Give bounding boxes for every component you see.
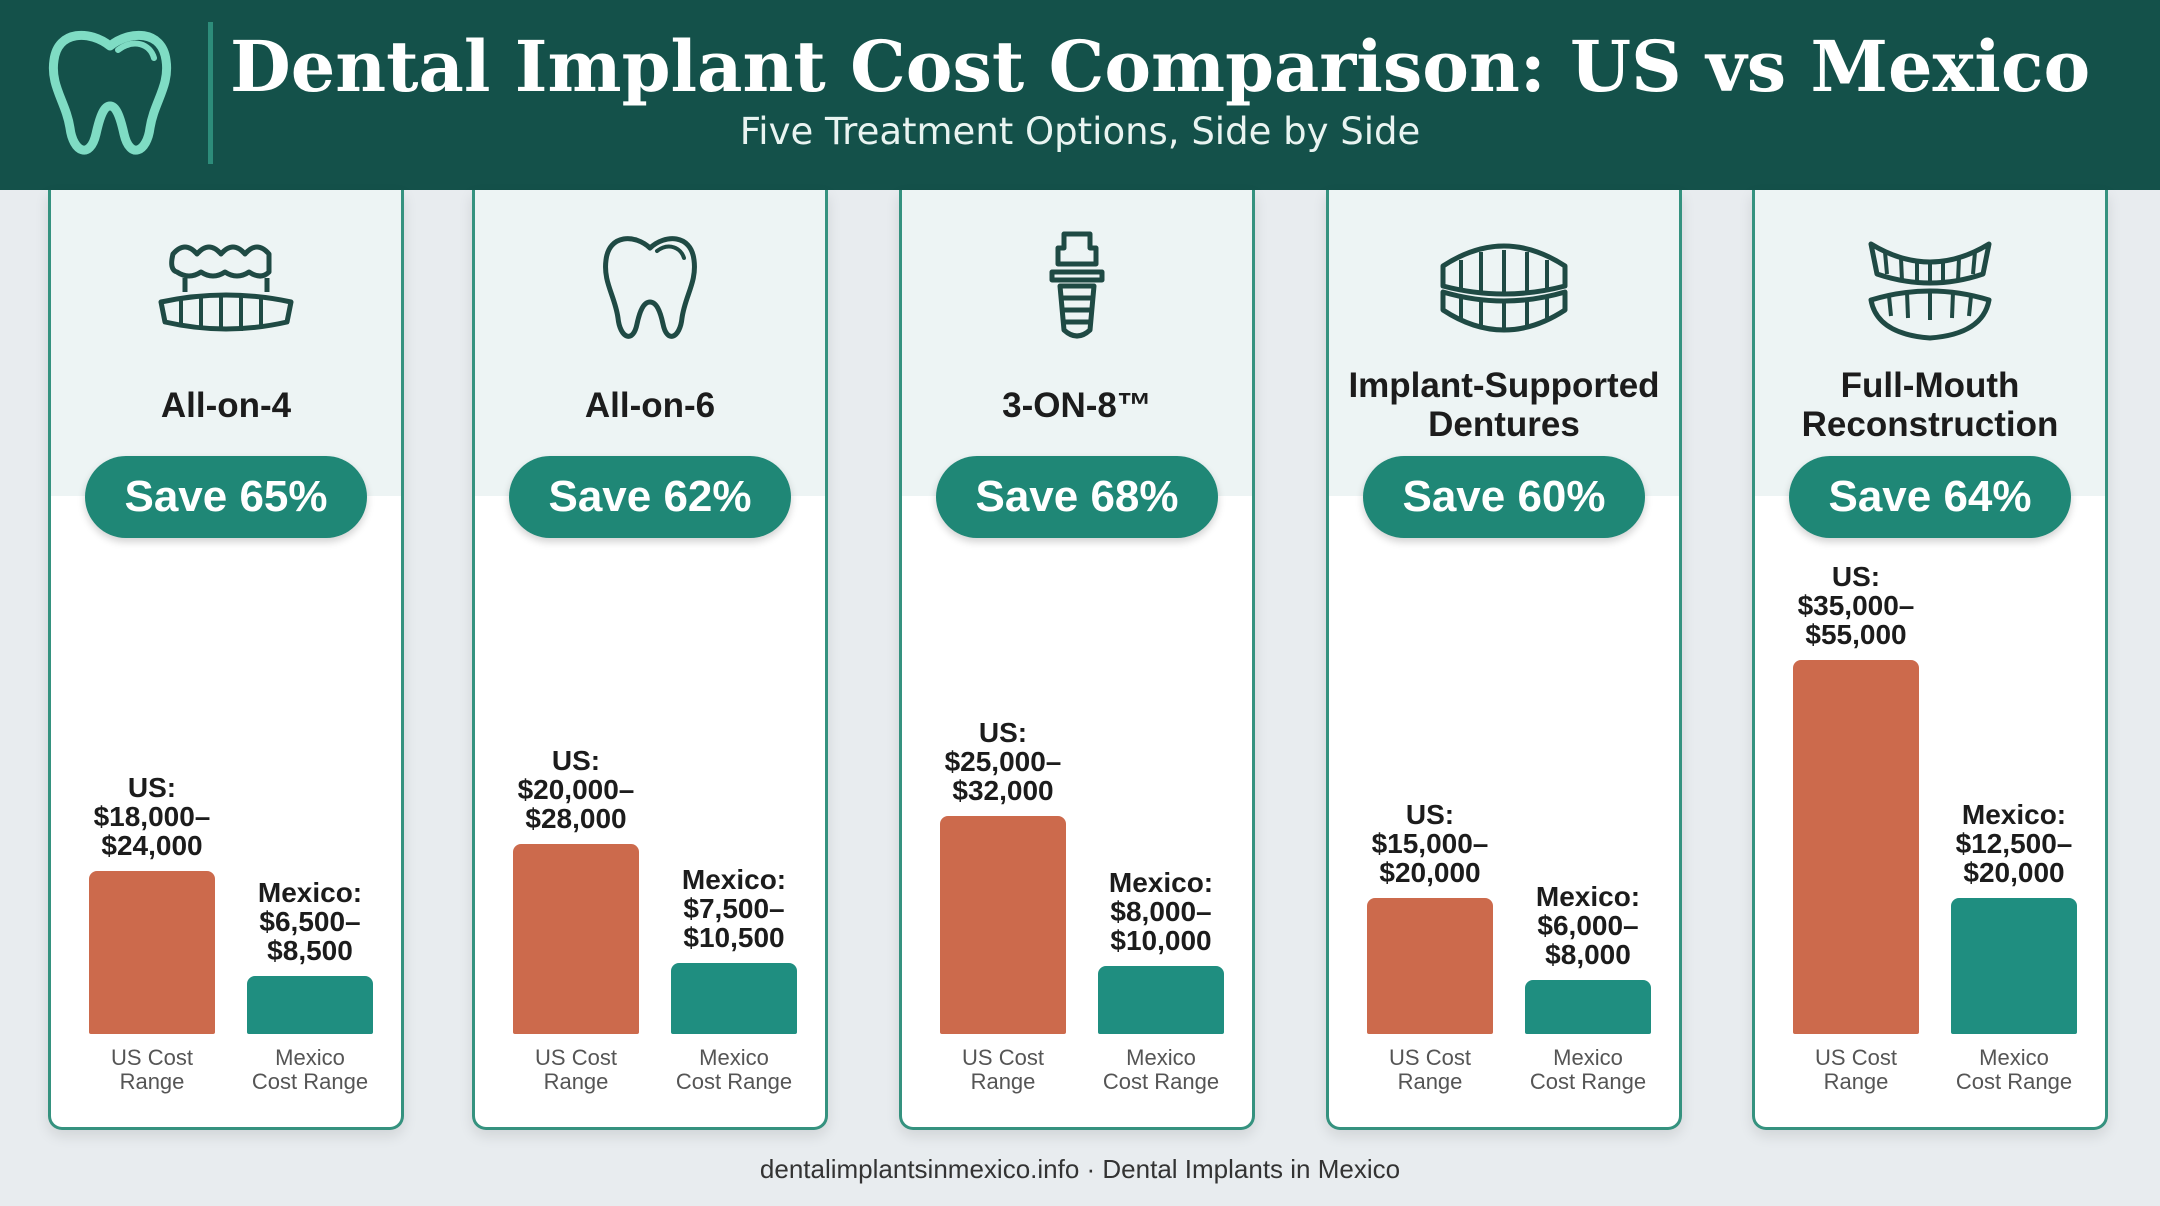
tooth-icon <box>603 236 697 339</box>
card-all-on-6: All-on-6 Save 62% US: $20,000– $28,000 US Cos… <box>472 190 828 1130</box>
mexico-axis-label: Mexico Cost Range <box>1102 1045 1220 1094</box>
category-label: All-on-6 <box>584 385 716 425</box>
us-cost-bar <box>89 871 215 1034</box>
category-label: Implant-Supported Dentures <box>1348 366 1660 444</box>
implant-icon <box>1049 231 1105 339</box>
card-header-band <box>902 190 1252 496</box>
card-implant-supported-dentures: Implant-Supported Dentures Save 60% US: $15… <box>1326 190 1682 1130</box>
mexico-cost-label: Mexico: $12,500– $20,000 <box>1955 799 2073 888</box>
mexico-axis-label: Mexico Cost Range <box>251 1045 369 1094</box>
us-axis-label: US Cost Range <box>535 1045 617 1094</box>
mexico-axis-label: Mexico Cost Range <box>675 1045 793 1094</box>
card-header-band <box>1755 190 2105 496</box>
mexico-cost-bar <box>1098 966 1224 1034</box>
mexico-cost-label: Mexico: $6,000– $8,000 <box>1535 881 1641 970</box>
us-cost-label: US: $25,000– $32,000 <box>944 717 1062 806</box>
category-label: All-on-4 <box>160 385 292 425</box>
mexico-cost-label: Mexico: $7,500– $10,500 <box>681 864 787 953</box>
mexico-cost-bar <box>1525 980 1651 1034</box>
card-all-on-4: All-on-4 Save 65% US: $18,000– $24,000 US Cos… <box>48 190 404 1130</box>
full-arch-icon <box>1868 241 1992 341</box>
savings-badge: Save 68% <box>936 456 1218 538</box>
mexico-axis-label: Mexico Cost Range <box>1529 1045 1647 1094</box>
savings-badge: Save 65% <box>85 456 367 538</box>
savings-badge: Save 64% <box>1789 456 2071 538</box>
mexico-cost-label: Mexico: $6,500– $8,500 <box>257 877 363 966</box>
category-label: 3-ON-8™ <box>1002 385 1152 425</box>
card-header-band <box>51 190 401 496</box>
footer-source: dentalimplantsinmexico.info · Dental Imp… <box>759 1154 1401 1184</box>
us-cost-bar <box>1793 660 1919 1034</box>
mexico-cost-bar <box>671 963 797 1034</box>
us-axis-label: US Cost Range <box>1389 1045 1471 1094</box>
us-cost-label: US: $20,000– $28,000 <box>517 745 635 834</box>
us-cost-label: US: $18,000– $24,000 <box>93 772 211 861</box>
us-axis-label: US Cost Range <box>962 1045 1044 1094</box>
us-cost-bar <box>940 816 1066 1034</box>
us-cost-label: US: $35,000– $55,000 <box>1797 561 1915 650</box>
page-subtitle: Five Treatment Options, Side by Side <box>739 110 1421 153</box>
category-label: Full-Mouth Reconstruction <box>1801 366 2059 444</box>
mexico-cost-bar <box>247 976 373 1034</box>
savings-badge: Save 62% <box>509 456 791 538</box>
mexico-axis-label: Mexico Cost Range <box>1955 1045 2073 1094</box>
page-title: Dental Implant Cost Comparison: US vs Me… <box>230 25 2091 108</box>
mexico-cost-label: Mexico: $8,000– $10,000 <box>1108 867 1214 956</box>
card-full-mouth-reconstruction: Full-Mouth Reconstruction Save 64% US: $35,… <box>1752 190 2108 1130</box>
us-cost-label: US: $15,000– $20,000 <box>1371 799 1489 888</box>
us-cost-bar <box>1367 898 1493 1034</box>
tooth-icon <box>48 30 172 155</box>
mexico-cost-bar <box>1951 898 2077 1034</box>
header: Dental Implant Cost Comparison: US vs Me… <box>0 0 2160 190</box>
card-header-band <box>1329 190 1679 496</box>
us-axis-label: US Cost Range <box>111 1045 193 1094</box>
denture-icon <box>1440 243 1568 333</box>
us-axis-label: US Cost Range <box>1815 1045 1897 1094</box>
savings-badge: Save 60% <box>1363 456 1645 538</box>
us-cost-bar <box>513 844 639 1034</box>
header-divider <box>208 22 213 164</box>
card-3-on-8: 3-ON-8™ Save 68% US: $25,000– $32,000 US Cost… <box>899 190 1255 1130</box>
bridge-icon <box>158 244 294 332</box>
card-header-band <box>475 190 825 496</box>
